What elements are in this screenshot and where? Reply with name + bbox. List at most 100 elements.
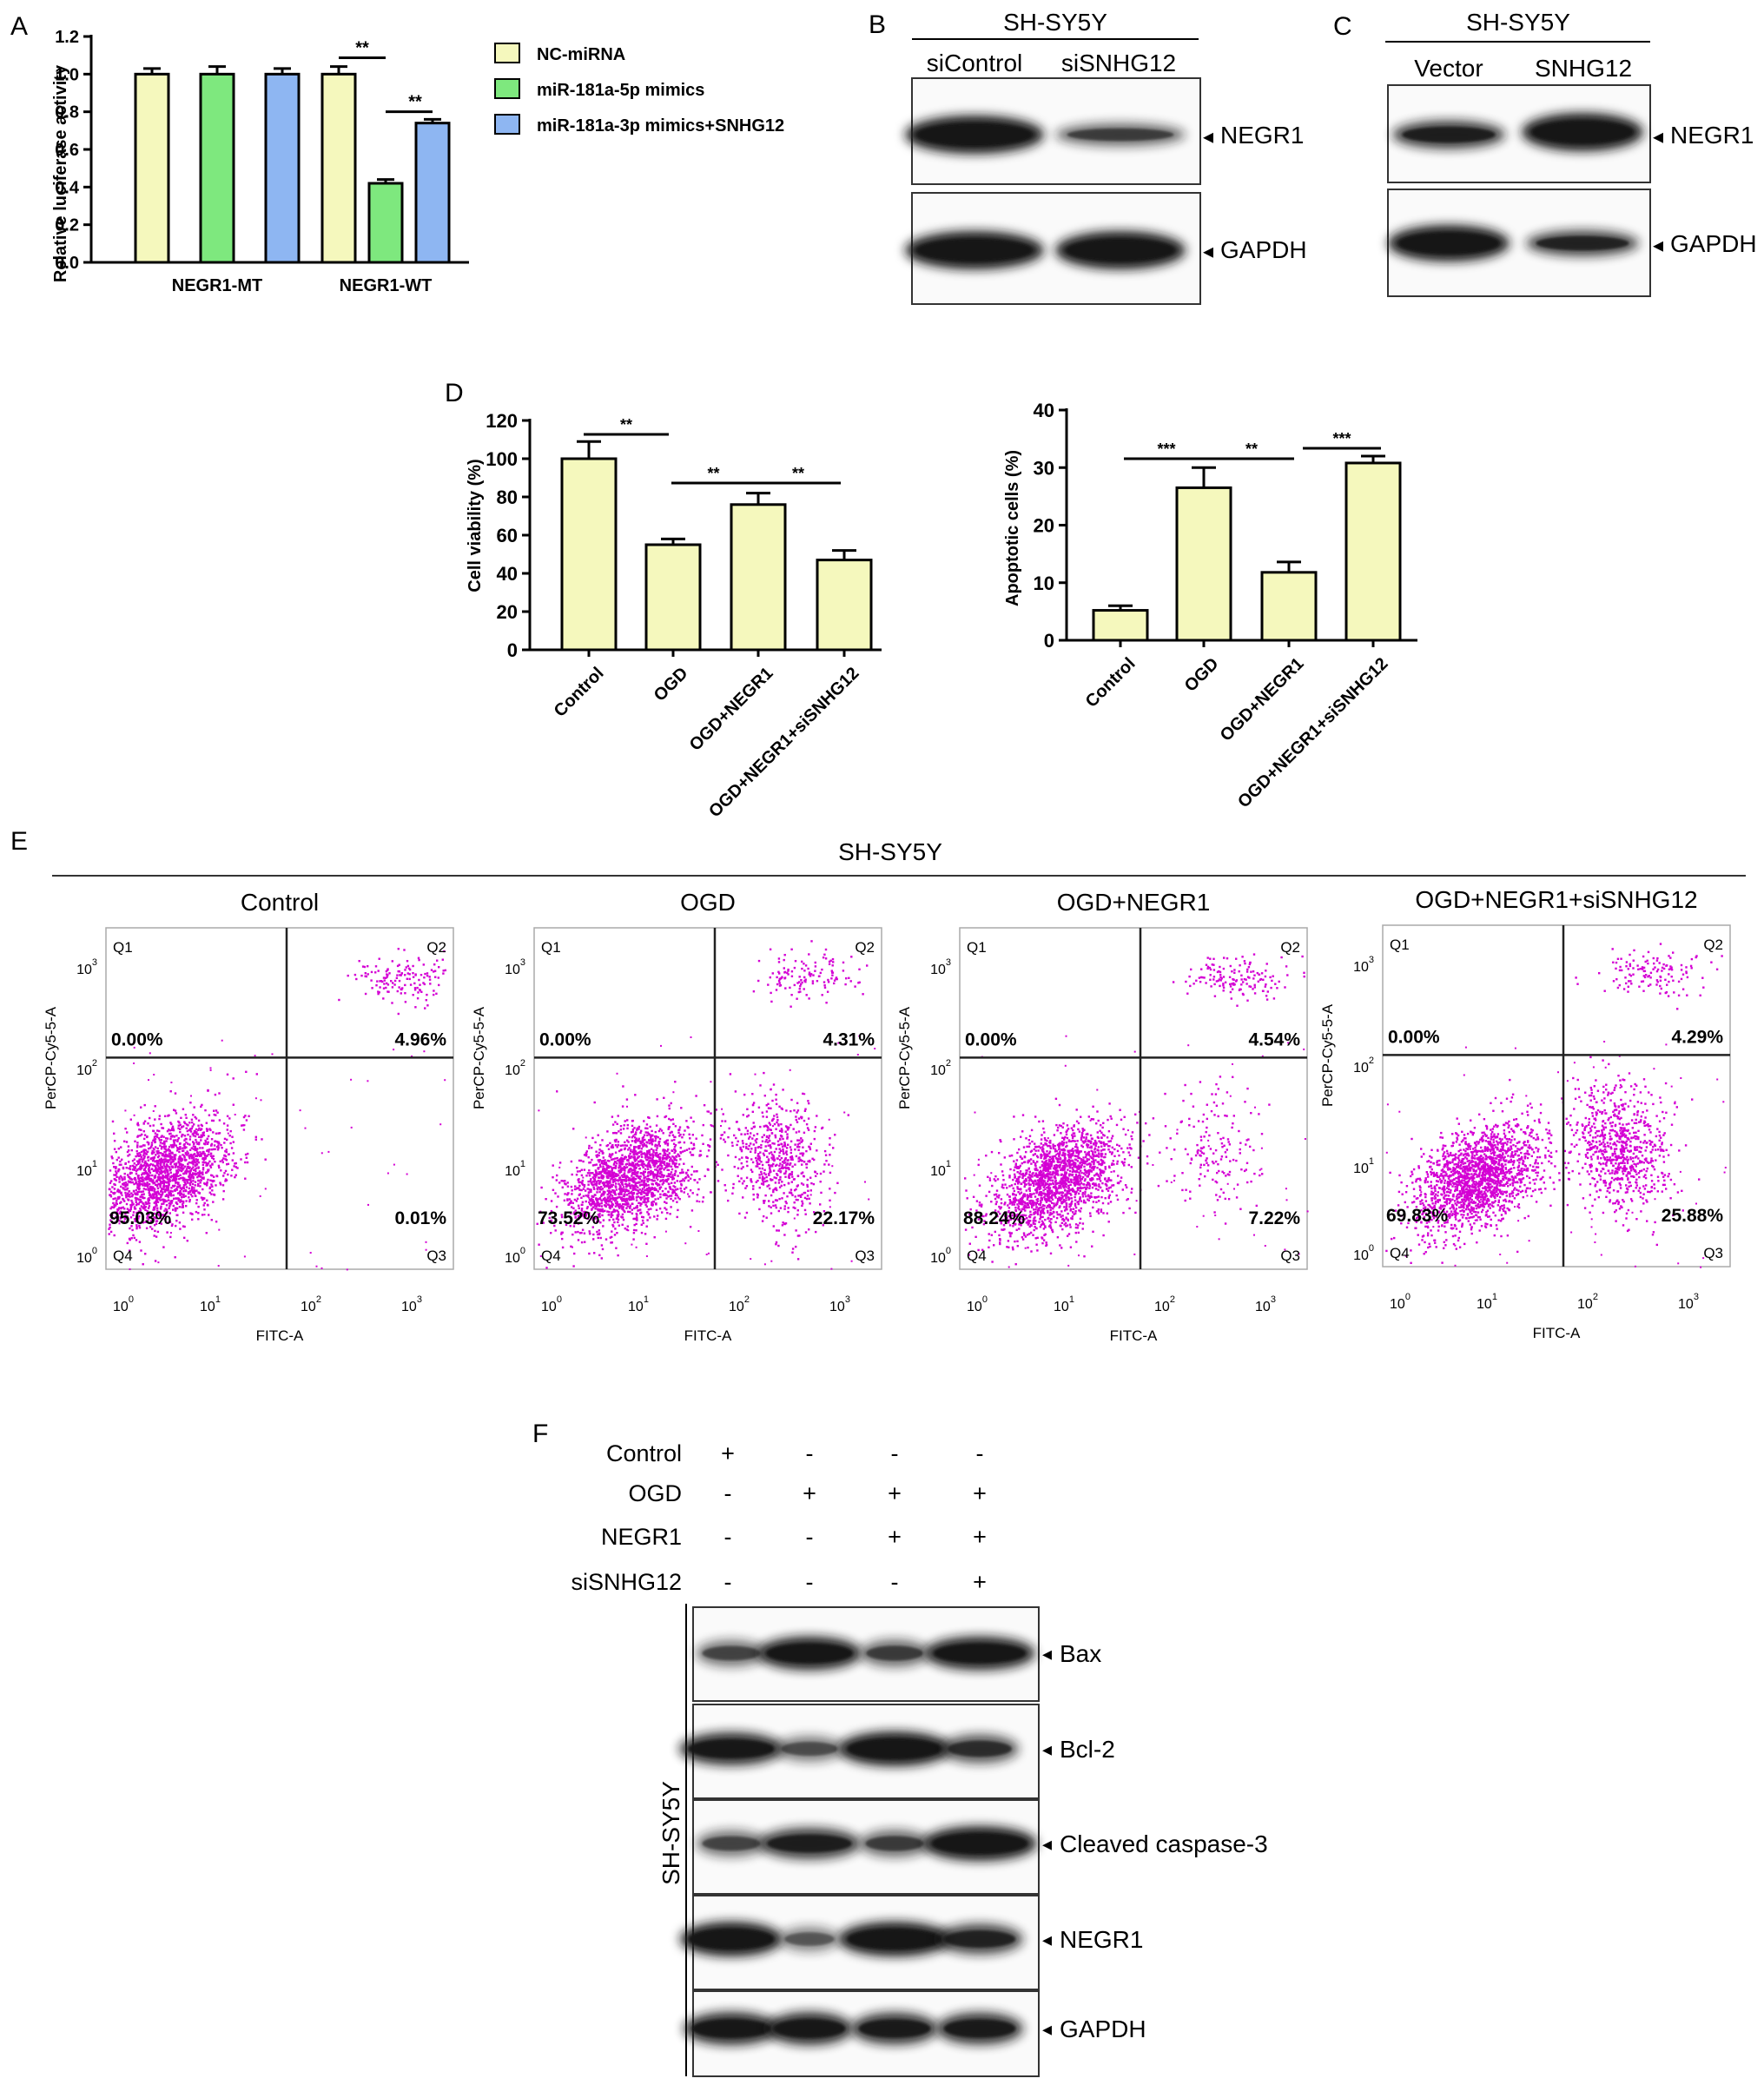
band-arrow: ◂	[1042, 1738, 1052, 1760]
treatment-mark: +	[803, 1480, 816, 1506]
quadrant-value-q2: 4.54%	[1248, 1029, 1300, 1049]
panel-f-band	[766, 2011, 853, 2046]
flow-plot-title: OGD+NEGR1+siSNHG12	[1415, 886, 1697, 913]
flow-ylabel: PerCP-Cy5-5-A	[43, 1006, 59, 1109]
panel-b-band	[905, 116, 1044, 154]
panel-d1-ytick-label: 60	[497, 525, 518, 546]
band-label: Bax	[1060, 1640, 1101, 1667]
panel-b-arrow-negr1: ◂	[1203, 125, 1213, 149]
flow-plot-frame	[959, 927, 1308, 1270]
quadrant-label-q3: Q3	[1703, 1245, 1723, 1261]
quadrant-value-q3: 25.88%	[1662, 1206, 1724, 1226]
flow-xtick-label: 102	[1577, 1292, 1598, 1312]
treatment-mark: -	[891, 1569, 899, 1595]
panel-a-sig-label: **	[355, 39, 369, 58]
quadrant-value-q2: 4.96%	[394, 1029, 446, 1049]
panel-a-bar	[199, 72, 235, 264]
panel-d1-bar	[816, 559, 873, 652]
flow-ytick-label: 100	[76, 1246, 97, 1266]
flow-ylabel: PerCP-Cy5-5-A	[896, 1006, 913, 1109]
quadrant-label-q3: Q3	[855, 1248, 875, 1264]
flow-plot-title: Control	[241, 889, 319, 916]
quadrant-value-q1: 0.00%	[539, 1029, 591, 1049]
treatment-mark: -	[891, 1440, 899, 1466]
panel-d2-bar	[1175, 486, 1232, 642]
panel-d1-bar	[644, 543, 702, 652]
flow-xtick-label: 102	[729, 1294, 750, 1314]
treatment-mark: -	[806, 1440, 814, 1466]
flow-xtick-label: 103	[1678, 1292, 1699, 1312]
treatment-mark: -	[724, 1569, 732, 1595]
panel-a-ylabel: Relative luciferase activity	[51, 64, 70, 282]
flow-events	[108, 948, 446, 1271]
panel-c-band-label-gapdh: GAPDH	[1670, 230, 1757, 257]
panel-a-ytick-label: 0.8	[55, 103, 79, 122]
panel-f-band	[779, 1926, 840, 1952]
flow-ytick-label: 101	[930, 1159, 951, 1179]
flow-ytick-label: 100	[1353, 1243, 1374, 1263]
panel-c-band	[1392, 120, 1505, 149]
panel-d1-xtick-label: OGD+NEGR1	[686, 664, 777, 755]
flow-ytick-label: 103	[930, 957, 951, 977]
treatment-mark: -	[806, 1524, 814, 1550]
treatment-mark: +	[973, 1524, 987, 1550]
treatment-mark: +	[888, 1480, 902, 1506]
treatment-mark: -	[724, 1524, 732, 1550]
panel-f-band	[757, 1636, 862, 1671]
panel-d2-sig-label: **	[1245, 440, 1258, 458]
treatment-mark: +	[973, 1569, 987, 1595]
panel-d1-ytick-label: 100	[486, 448, 518, 470]
flow-xtick-label: 102	[301, 1294, 321, 1314]
panel-d2-ytick-label: 0	[1044, 630, 1054, 652]
panel-d1-sig-label: **	[707, 465, 719, 482]
flow-xlabel: FITC-A	[256, 1327, 304, 1344]
panel-c-arrow-negr1: ◂	[1653, 125, 1663, 149]
panel-d1-ytick-label: 20	[497, 601, 518, 623]
panel-a-ytick-label: 0.0	[55, 254, 79, 273]
flow-xtick-label: 103	[401, 1294, 422, 1314]
panel-b-lane-1: siControl	[927, 50, 1022, 76]
panel-d1-bar	[730, 503, 787, 652]
panel-d1-sig-label: **	[620, 416, 632, 434]
treatment-mark: +	[721, 1440, 735, 1466]
panel-a-ytick-label: 0.4	[55, 178, 80, 197]
treatment-label: NEGR1	[601, 1524, 682, 1550]
panel-d2-xtick-label: Control	[1082, 654, 1140, 712]
flow-ytick-label: 100	[505, 1246, 525, 1266]
panel-b-arrow-gapdh: ◂	[1203, 240, 1213, 263]
quadrant-value-q1: 0.00%	[111, 1029, 163, 1049]
panel-d1-xtick-label: OGD+NEGR1+siSNHG12	[705, 664, 862, 821]
panel-d1-ytick-label: 120	[486, 410, 518, 432]
flow-ylabel: PerCP-Cy5-5-A	[1319, 1003, 1336, 1107]
quadrant-label-q3: Q3	[1280, 1248, 1300, 1264]
panel-c-header: SH-SY5Y	[1466, 9, 1570, 36]
panel-d1-ytick-label: 0	[507, 639, 518, 661]
flow-xtick-label: 101	[628, 1294, 649, 1314]
panel-d2-sig-label: ***	[1157, 440, 1175, 458]
treatment-label: Control	[606, 1440, 682, 1466]
panel-d1-ylabel: Cell viability (%)	[466, 459, 485, 592]
panel-d1-sig-label: **	[792, 465, 804, 482]
treatment-mark: -	[976, 1440, 984, 1466]
panel-c-band	[1388, 225, 1510, 261]
panel-d1-xtick-label: OGD	[651, 664, 692, 705]
panel-f-band	[775, 1735, 844, 1763]
quadrant-label-q1: Q1	[967, 939, 987, 956]
flow-events	[1385, 943, 1727, 1268]
flow-xtick-label: 100	[1390, 1292, 1411, 1312]
quadrant-label-q2: Q2	[1703, 937, 1723, 953]
panel-c-arrow-gapdh: ◂	[1653, 234, 1663, 257]
quadrant-value-q3: 22.17%	[813, 1208, 875, 1228]
panel-b-band-label-negr1: NEGR1	[1220, 122, 1304, 149]
quadrant-label-q4: Q4	[541, 1248, 561, 1264]
panel-e-flow-cytometry: SH-SY5Y Control Q1 Q2 Q3 Q4 0.00% 4.96% 0.01% 95…	[43, 838, 1746, 1344]
flow-xtick-label: 100	[541, 1294, 562, 1314]
panel-d2-bar	[1260, 571, 1318, 642]
panel-a-ytick-label: 1.0	[55, 65, 79, 84]
flow-xtick-label: 101	[1477, 1292, 1497, 1312]
panel-c-lane-1: Vector	[1414, 55, 1483, 82]
panel-d2-ytick-label: 40	[1034, 400, 1054, 421]
panel-b-band	[1055, 231, 1186, 269]
panel-label-b: B	[869, 10, 886, 39]
flow-ytick-label: 102	[76, 1058, 97, 1078]
